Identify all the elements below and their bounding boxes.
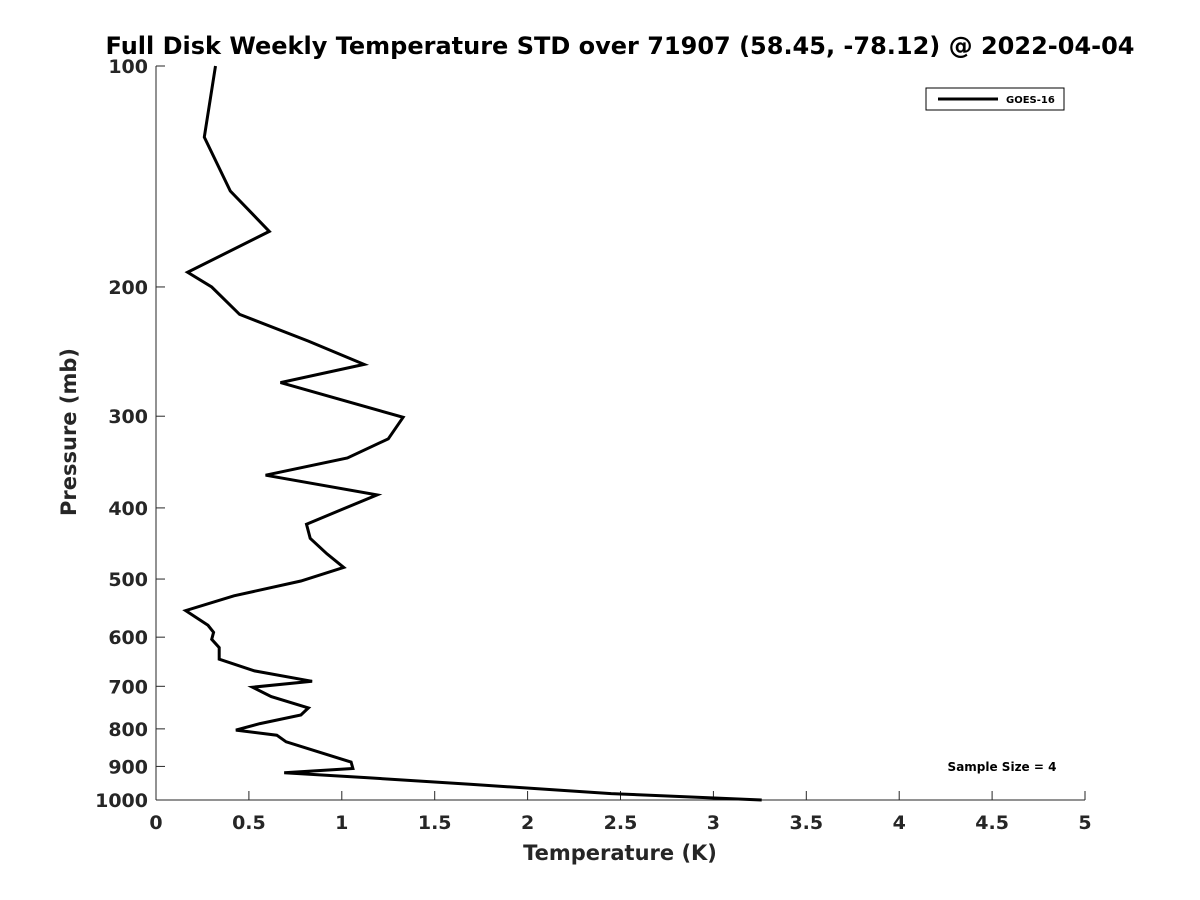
x-tick-label: 0.5 [232,812,266,834]
y-tick-label: 1000 [95,790,148,812]
x-tick-label: 4.5 [975,812,1009,834]
x-axis-label: Temperature (K) [523,841,717,865]
y-tick-label: 500 [108,569,148,591]
legend-label: GOES-16 [1006,95,1055,106]
y-tick-label: 600 [108,627,148,649]
x-tick-label: 1 [335,812,348,834]
sample-size-annotation: Sample Size = 4 [948,760,1057,774]
y-tick-label: 900 [108,756,148,778]
series-line-goes-16 [182,65,762,802]
chart-title: Full Disk Weekly Temperature STD over 71… [106,32,1135,60]
x-tick-label: 1.5 [418,812,452,834]
y-tick-label: 300 [108,406,148,428]
y-tick-label: 100 [108,56,148,78]
x-tick-label: 4 [893,812,906,834]
x-tick-label: 3 [707,812,720,834]
x-tick-label: 3.5 [789,812,823,834]
y-axis: 100 200 300 400 500 600 700 800 900 1000 [95,56,165,812]
series-layer [182,65,762,802]
y-tick-label: 400 [108,498,148,520]
x-tick-label: 2 [521,812,534,834]
y-axis-label: Pressure (mb) [57,348,81,516]
y-tick-label: 200 [108,277,148,299]
x-axis: 0 0.5 1 1.5 2 2.5 3 3.5 4 4.5 5 [149,791,1092,834]
x-tick-label: 0 [149,812,162,834]
y-tick-label: 800 [108,719,148,741]
legend: GOES-16 [925,87,1065,111]
x-tick-label: 2.5 [604,812,638,834]
x-tick-label: 5 [1078,812,1091,834]
y-tick-label: 700 [108,676,148,698]
